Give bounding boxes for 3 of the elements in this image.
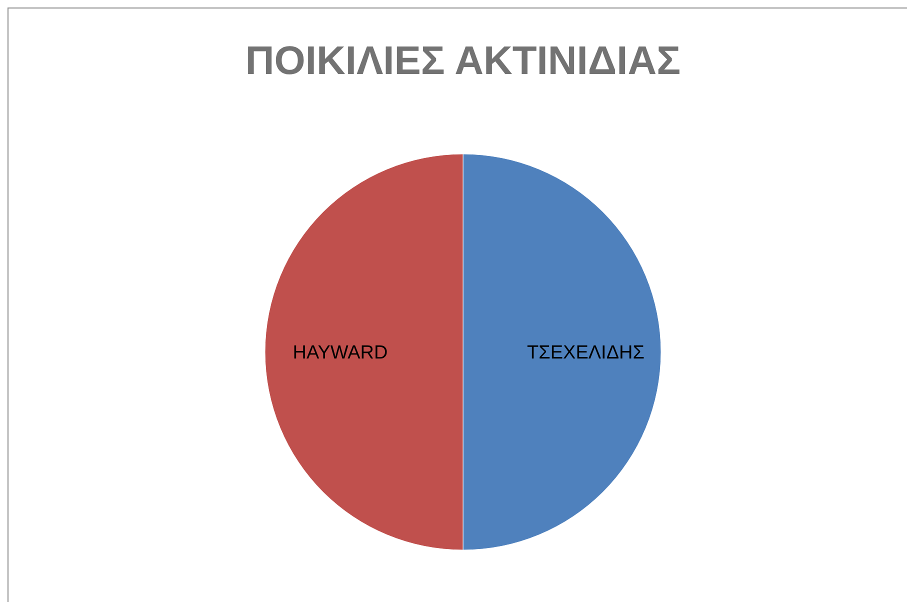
slice-label: ΤΣΕΧΕΛΙΔΗΣ: [527, 342, 645, 364]
chart-title: ΠΟΙΚΙΛΙΕΣ ΑΚΤΙΝΙΔΙΑΣ: [245, 39, 681, 83]
slice-label: HAYWARD: [292, 342, 388, 364]
